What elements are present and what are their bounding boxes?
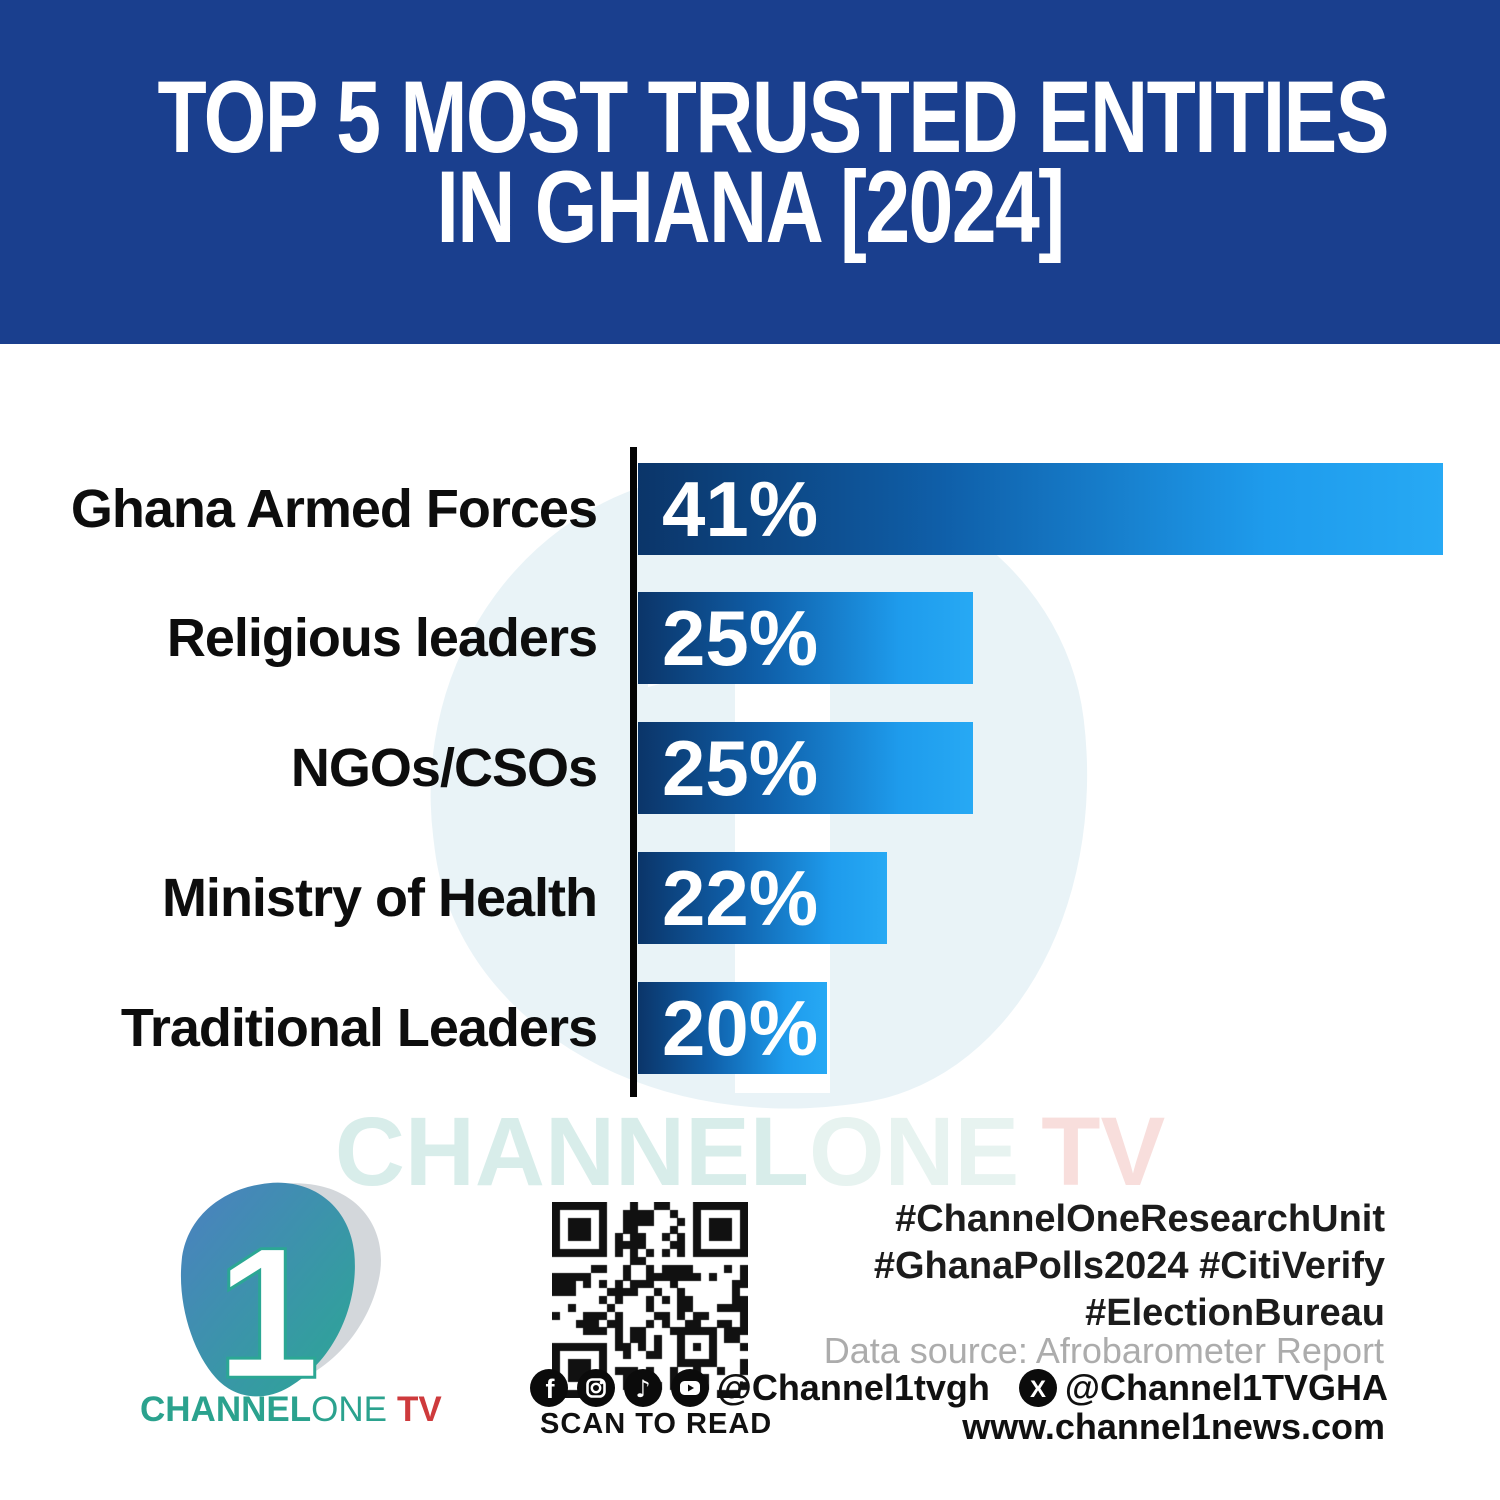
data-source-note: Data source: Afrobarometer Report	[823, 1330, 1384, 1371]
logo-numeral-one: 1	[216, 1208, 320, 1406]
bar-value-label: 25%	[662, 724, 819, 812]
bar-ministry-of-health: 22%	[638, 852, 887, 944]
bar-value-label: 25%	[662, 594, 819, 682]
watermark-channel: CHANNEL	[334, 1097, 810, 1206]
channel-one-tv-watermark: CHANNELONE TV	[0, 1096, 1500, 1208]
hashtag-line-1: #ChannelOneResearchUnit	[895, 1198, 1385, 1240]
logo-caption-channel: CHANNEL	[140, 1390, 312, 1429]
hashtag-line-3: #ElectionBureau	[1085, 1292, 1385, 1334]
hashtags-block: #ChannelOneResearchUnit #GhanaPolls2024 …	[874, 1196, 1385, 1337]
page-title-line1: TOP 5 MOST TRUSTED ENTITIES	[157, 60, 1390, 174]
category-label-ngos-csos: NGOs/CSOs	[290, 738, 598, 798]
chart-axis-line	[630, 447, 637, 1097]
website-url: www.channel1news.com	[962, 1406, 1385, 1447]
tiktok-icon: ♪	[623, 1369, 662, 1407]
watermark-tv: TV	[1041, 1097, 1166, 1206]
youtube-icon	[670, 1369, 709, 1407]
qr-code	[552, 1202, 748, 1398]
bar-ghana-armed-forces: 41%	[638, 463, 1443, 555]
category-label-ghana-armed-forces: Ghana Armed Forces	[70, 479, 598, 539]
hashtag-line-2: #GhanaPolls2024 #CitiVerify	[873, 1245, 1385, 1287]
bar-ngos-csos: 25%	[638, 722, 973, 814]
facebook-icon: f	[529, 1369, 568, 1407]
logo-pick-shape	[180, 1182, 355, 1397]
bar-value-label: 20%	[662, 984, 819, 1072]
bar-religious-leaders: 25%	[638, 592, 973, 684]
instagram-icon	[576, 1369, 615, 1407]
page-title-line2: IN GHANA [2024]	[436, 150, 1065, 264]
social-media-row: f ♪ @Channel1tvgh X @Channel1TVGHA	[529, 1367, 1388, 1409]
category-label-ministry-of-health: Ministry of Health	[161, 868, 598, 928]
social-handle-1: @Channel1tvgh	[716, 1367, 990, 1408]
logo-caption-tv: TV	[396, 1390, 442, 1429]
category-label-traditional-leaders: Traditional Leaders	[120, 998, 598, 1058]
category-label-religious-leaders: Religious leaders	[166, 608, 598, 668]
qr-caption: SCAN TO READ	[540, 1408, 773, 1440]
bar-traditional-leaders: 20%	[638, 982, 827, 1074]
svg-text:f: f	[545, 1374, 555, 1404]
channel-one-logo: 1	[180, 1182, 381, 1406]
svg-text:♪: ♪	[635, 1375, 650, 1403]
x-icon: X	[1018, 1369, 1057, 1407]
page-title: TOP 5 MOST TRUSTED ENTITIES IN GHANA [20…	[158, 66, 1390, 258]
logo-caption-one: ONE	[311, 1390, 387, 1429]
header-banner: TOP 5 MOST TRUSTED ENTITIES IN GHANA [20…	[0, 0, 1500, 344]
svg-text:X: X	[1030, 1376, 1046, 1403]
bar-value-label: 22%	[662, 854, 819, 942]
logo-caption: CHANNELONE TV	[140, 1390, 442, 1430]
social-handle-2: @Channel1TVGHA	[1064, 1367, 1388, 1408]
bar-value-label: 41%	[662, 465, 819, 553]
watermark-one: ONE	[809, 1097, 1020, 1206]
